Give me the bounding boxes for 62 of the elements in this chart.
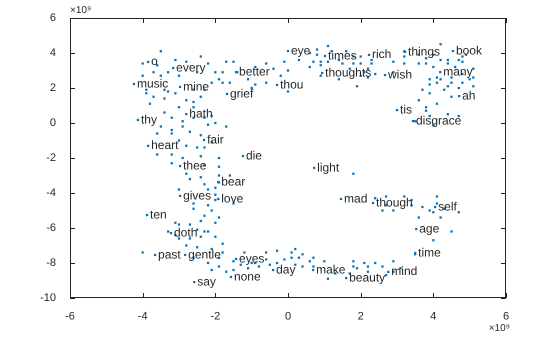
y-tick-label: 6: [50, 12, 56, 24]
data-label: mind: [391, 264, 418, 278]
data-label: thee: [183, 158, 207, 172]
data-label: heart: [151, 138, 180, 152]
data-label: book: [456, 43, 483, 58]
data-label: eyes: [239, 251, 264, 266]
data-label: gives: [183, 188, 212, 202]
data-label: say: [197, 274, 216, 288]
data-label: love: [221, 191, 244, 206]
data-label: make: [316, 262, 346, 276]
y-tick-label: 0: [50, 117, 56, 130]
data-label: beauty: [349, 270, 386, 284]
data-label: wish: [387, 67, 412, 82]
data-label: times: [328, 48, 357, 62]
y-tick-label: -10: [40, 292, 56, 304]
data-label: bear: [221, 174, 246, 188]
text: ×10⁹: [488, 322, 510, 334]
text: ×10⁹: [70, 4, 92, 16]
y-tick-label: -8: [46, 257, 56, 270]
data-label: tis: [400, 102, 412, 116]
data-label: day: [276, 262, 296, 276]
data-label: music: [136, 76, 168, 90]
data-label: ten: [150, 207, 167, 222]
data-label: many: [443, 64, 473, 78]
data-label: o: [151, 54, 158, 68]
data-label: none: [234, 269, 261, 284]
data-label: rich: [372, 47, 392, 62]
x-tick-label: -2: [210, 310, 220, 323]
data-label: thoughts: [325, 65, 372, 80]
data-label: thou: [280, 77, 304, 92]
data-label: better: [239, 64, 270, 78]
y-tick-label: -2: [46, 152, 56, 164]
data-label: things: [408, 44, 440, 58]
y-tick-label: 4: [50, 47, 56, 60]
data-label: disgrace: [416, 113, 462, 128]
data-label: eye: [291, 43, 311, 58]
data-label: ah: [462, 88, 476, 102]
x-tick-label: -6: [65, 310, 75, 323]
x-tick-label: 4: [430, 310, 436, 323]
data-label: time: [418, 245, 442, 260]
data-label: mad: [344, 191, 368, 206]
data-label: fair: [207, 132, 224, 146]
data-label: gentle: [188, 247, 222, 262]
x-tick-label: 0: [284, 310, 292, 323]
y-tick-label: 2: [50, 82, 56, 94]
data-label: self: [438, 199, 458, 214]
x-tick-label: 6: [502, 310, 510, 323]
data-label: though: [376, 195, 413, 210]
x-tick-label: 2: [358, 310, 364, 323]
data-label: every: [176, 60, 206, 74]
x-tick-label: -4: [138, 310, 148, 323]
data-label: die: [246, 148, 262, 162]
data-label: hath: [189, 106, 213, 120]
data-label: grief: [230, 86, 254, 100]
data-label: doth: [174, 225, 198, 240]
data-label: light: [317, 160, 340, 174]
data-label: age: [419, 221, 440, 236]
data-label: mine: [183, 79, 210, 94]
data-label: past: [158, 247, 182, 262]
data-label: thy: [140, 112, 157, 126]
y-tick-label: -4: [46, 187, 56, 200]
y-tick-label: -6: [46, 222, 56, 234]
